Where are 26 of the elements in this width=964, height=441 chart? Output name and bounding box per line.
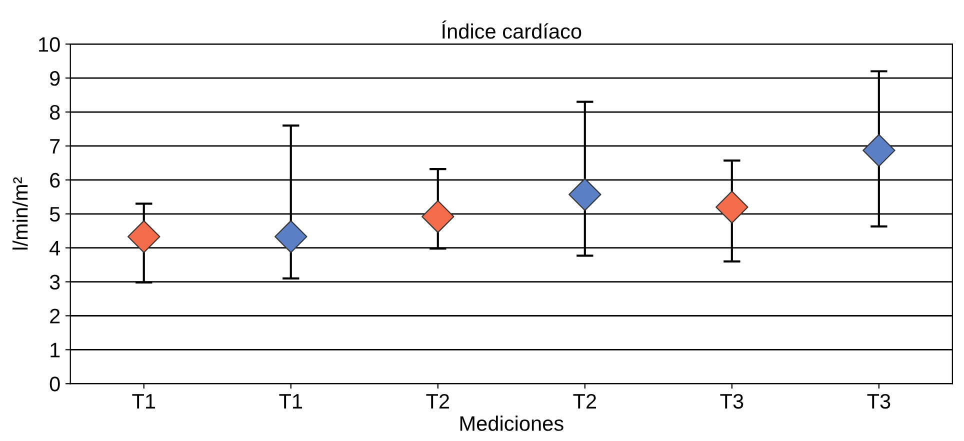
y-tick-label: 10 <box>39 37 60 52</box>
x-tick-label: T2 <box>426 394 450 408</box>
point <box>274 220 308 254</box>
x-tick-label: T3 <box>720 394 744 409</box>
x-axis-title: Mediciones <box>460 416 564 431</box>
y-tick-label: 8 <box>50 105 60 120</box>
y-tick-label: 5 <box>50 207 60 222</box>
x-tick-label: T1 <box>279 394 302 408</box>
y-tick-label: 3 <box>50 274 60 290</box>
point <box>568 178 602 211</box>
point <box>422 200 454 233</box>
y-axis-title: l/min/m² <box>12 177 28 250</box>
y-tick-label: 9 <box>50 71 60 86</box>
y-tick-label: 4 <box>50 241 60 256</box>
x-tick-label: T1 <box>132 394 156 408</box>
y-tick-label: 2 <box>50 308 60 324</box>
point <box>127 220 160 254</box>
y-tick-label: 6 <box>50 172 60 188</box>
chart-title: Índice cardíaco <box>442 20 582 39</box>
point <box>862 134 896 167</box>
point <box>716 190 748 224</box>
y-tick-label: 7 <box>50 139 60 154</box>
x-tick-label: T2 <box>573 394 596 408</box>
x-tick-label: T3 <box>867 394 890 409</box>
y-tick-label: 0 <box>50 376 60 392</box>
y-tick-label: 1 <box>50 342 60 358</box>
